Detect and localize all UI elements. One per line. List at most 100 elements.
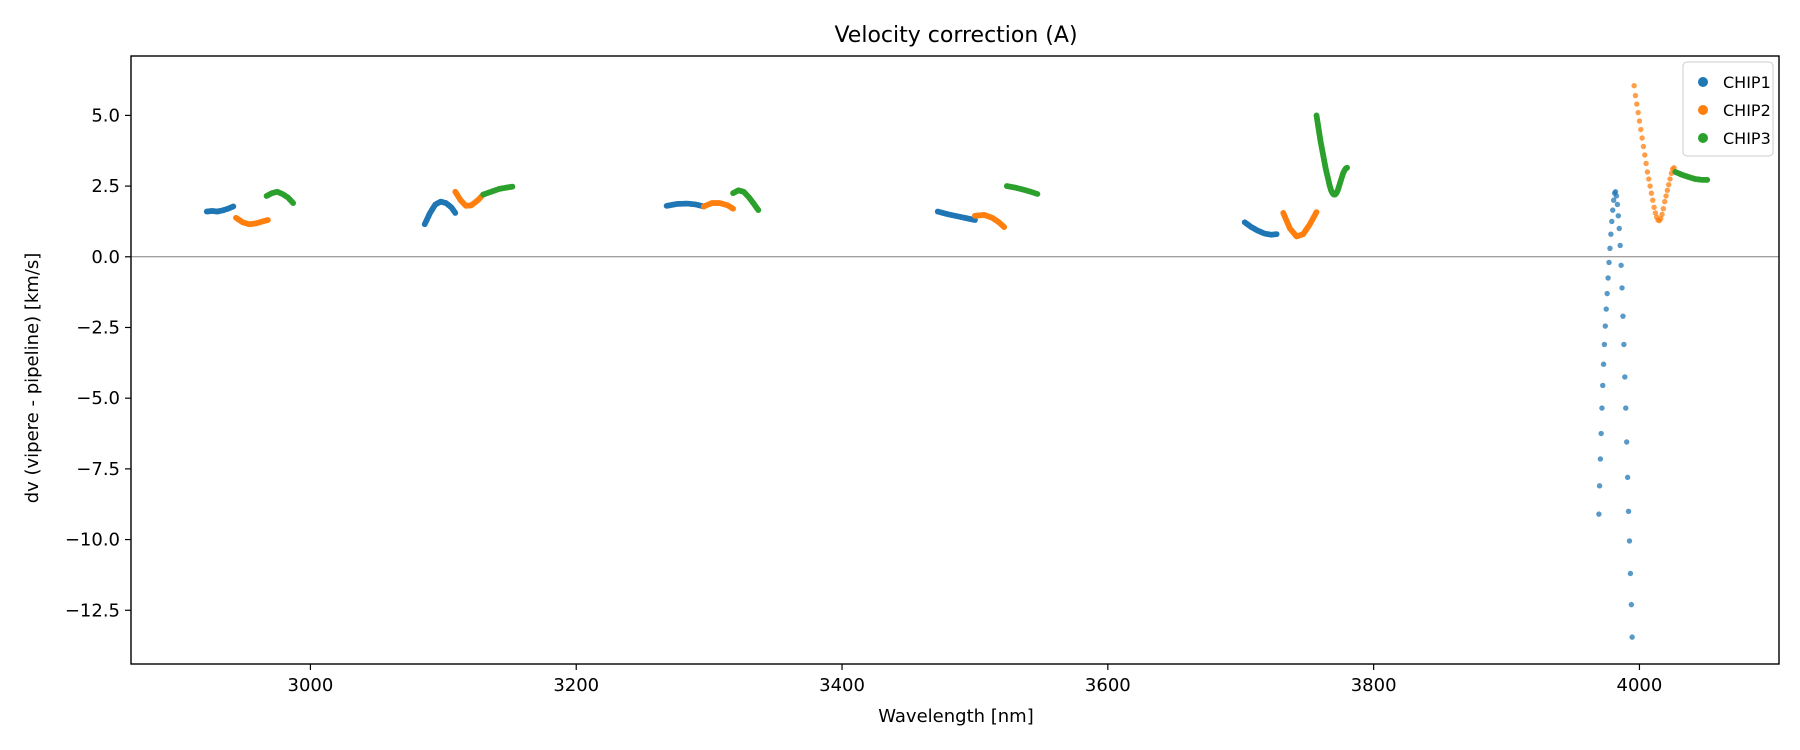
data-point [1662, 198, 1668, 205]
data-point [1624, 474, 1631, 481]
data-point [1604, 290, 1610, 297]
plot-area [130, 55, 1780, 665]
axes-frame [130, 55, 1780, 665]
data-point [1704, 176, 1711, 183]
legend-marker [1698, 133, 1708, 143]
data-point [1034, 191, 1041, 197]
data-point [730, 205, 736, 212]
data-point [1647, 183, 1653, 189]
data-point [1663, 193, 1669, 199]
y-tick-label: 5.0 [91, 105, 120, 126]
data-point [1616, 225, 1622, 232]
series-chip2 [233, 82, 1677, 240]
legend-marker [1698, 105, 1708, 115]
data-point [1603, 306, 1609, 312]
data-point [1617, 242, 1623, 249]
data-point [1614, 201, 1621, 208]
x-axis-label: Wavelength [nm] [878, 706, 1034, 727]
y-axis: 5.0 2.5 0.0 −2.5 −5.0 −7.5 −10.0 −12.5 [65, 105, 131, 621]
data-point [1600, 361, 1607, 367]
data-point [1646, 176, 1652, 182]
data-point [509, 183, 516, 190]
x-tick-label: 3600 [1085, 675, 1131, 696]
legend-label: CHIP1 [1723, 73, 1771, 92]
x-tick-label: 3800 [1351, 675, 1397, 696]
data-point [1643, 160, 1649, 167]
y-tick-label: 2.5 [91, 176, 120, 197]
data-point [1623, 405, 1629, 411]
data-point [1607, 245, 1613, 251]
legend-label: CHIP2 [1723, 101, 1771, 120]
data-point [1648, 190, 1655, 196]
data-point [1618, 262, 1624, 268]
chart-title: Velocity correction (A) [834, 23, 1077, 48]
x-tick-label: 3000 [288, 675, 334, 696]
y-axis-label: dv (vipere - pipeline) [km/s] [22, 253, 43, 504]
data-point [264, 217, 271, 223]
data-point [1640, 143, 1647, 150]
data-point [972, 217, 978, 223]
x-tick-label: 3200 [553, 675, 599, 696]
x-axis: 3000 3200 3400 3600 3800 4000 [288, 664, 1663, 696]
data-point [1606, 259, 1612, 266]
data-point [1605, 275, 1611, 281]
data-point [1001, 224, 1008, 230]
data-point [1621, 341, 1627, 348]
data-point [1636, 118, 1643, 124]
legend-marker [1698, 77, 1708, 87]
data-point [1664, 187, 1671, 194]
data-point [1601, 341, 1608, 348]
data-point [1615, 213, 1622, 219]
series-chip1 [203, 189, 1635, 640]
legend: CHIP1 CHIP2 CHIP3 [1682, 61, 1774, 157]
y-tick-label: −12.5 [65, 600, 120, 621]
data-point [452, 210, 459, 216]
data-point [1634, 101, 1640, 107]
data-point [1631, 82, 1637, 89]
data-point [1313, 209, 1320, 216]
y-tick-label: −7.5 [76, 459, 120, 480]
data-point [1608, 231, 1614, 237]
data-point [1610, 197, 1617, 203]
data-point [1273, 231, 1280, 238]
data-point [1609, 218, 1615, 225]
data-point [1610, 207, 1616, 213]
data-point [1623, 439, 1630, 445]
data-point [1639, 135, 1645, 141]
data-point [1660, 206, 1667, 212]
data-point [1627, 570, 1634, 577]
x-tick-label: 4000 [1617, 675, 1663, 696]
data-point [1638, 126, 1644, 133]
legend-label: CHIP3 [1723, 129, 1771, 148]
data-point [1628, 601, 1635, 608]
data-point [1665, 181, 1672, 188]
data-point [1642, 152, 1648, 158]
data-point [1667, 176, 1673, 182]
data-point [1620, 313, 1626, 319]
x-tick-label: 3400 [819, 675, 865, 696]
y-tick-label: 0.0 [91, 247, 120, 268]
series-chip3 [263, 112, 1711, 214]
data-point [290, 200, 297, 206]
data-point [1599, 405, 1605, 411]
y-tick-label: −10.0 [65, 530, 120, 551]
data-point [1651, 204, 1657, 210]
data-point [1652, 210, 1659, 216]
y-tick-label: −2.5 [76, 317, 120, 338]
data-point [1635, 109, 1641, 116]
data-point [1596, 511, 1602, 517]
data-point [1644, 169, 1651, 175]
data-point [1632, 92, 1639, 99]
data-point [1650, 197, 1656, 203]
data-point [1625, 508, 1632, 514]
data-point [1622, 374, 1628, 380]
data-point [1659, 211, 1665, 218]
data-point [1613, 193, 1620, 199]
data-point [1596, 483, 1603, 489]
data-point [1344, 164, 1350, 171]
data-point [1658, 215, 1664, 222]
data-point [1619, 285, 1625, 291]
data-point [1602, 323, 1608, 329]
data-point [1626, 538, 1633, 544]
